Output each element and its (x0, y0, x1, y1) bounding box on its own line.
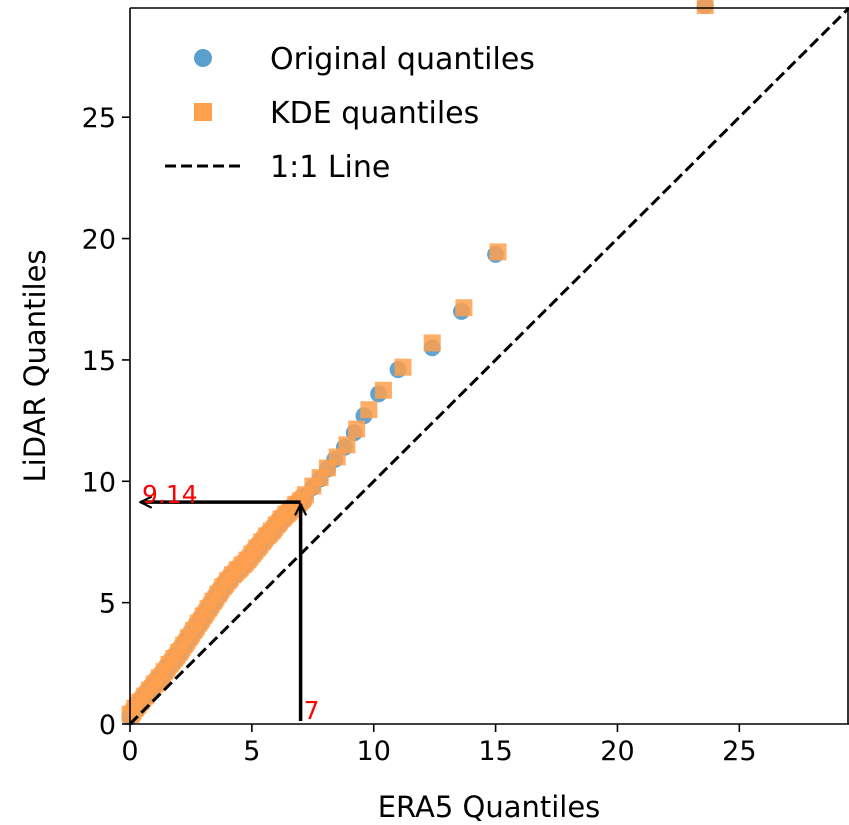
axes-layer: 0 5 10 15 20 25 0 5 10 15 20 25 (82, 7, 849, 767)
y-tick-label: 25 (82, 103, 116, 134)
x-tick-label: 15 (478, 736, 512, 767)
legend: Original quantiles KDE quantiles 1:1 Line (165, 42, 535, 185)
annotation-label-y: 9.14 (142, 480, 198, 509)
x-tick-label: 10 (357, 736, 391, 767)
y-tick-label: 20 (82, 225, 116, 256)
annotation-label-x: 7 (304, 696, 320, 725)
kde-quantile-point (423, 334, 441, 352)
y-axis-title: LiDAR Quantiles (18, 249, 52, 482)
annotation-layer: 9.14 7 (141, 480, 320, 725)
legend-marker-original (194, 49, 212, 67)
x-tick-label: 0 (121, 736, 138, 767)
kde-quantile-point (489, 243, 507, 261)
y-tick-label: 5 (99, 589, 116, 620)
kde-quantile-point (455, 299, 473, 317)
y-tick-label: 0 (99, 710, 116, 741)
x-tick-label: 25 (722, 736, 756, 767)
x-tick-label: 5 (243, 736, 260, 767)
kde-quantile-point (374, 381, 392, 399)
kde-quantile-point (696, 0, 714, 15)
legend-label: Original quantiles (270, 42, 535, 77)
kde-quantile-point (360, 401, 378, 419)
y-tick-label: 15 (82, 346, 116, 377)
kde-quantile-point (348, 420, 366, 438)
kde-quantile-point (394, 358, 412, 376)
legend-label: 1:1 Line (270, 150, 390, 185)
kde-quantile-point (338, 436, 356, 454)
x-tick-label: 20 (600, 736, 634, 767)
one-to-one-line (128, 6, 849, 726)
y-tick-label: 10 (82, 467, 116, 498)
x-axis-title: ERA5 Quantiles (378, 790, 601, 824)
legend-marker-kde (194, 103, 212, 121)
legend-label: KDE quantiles (270, 96, 479, 131)
